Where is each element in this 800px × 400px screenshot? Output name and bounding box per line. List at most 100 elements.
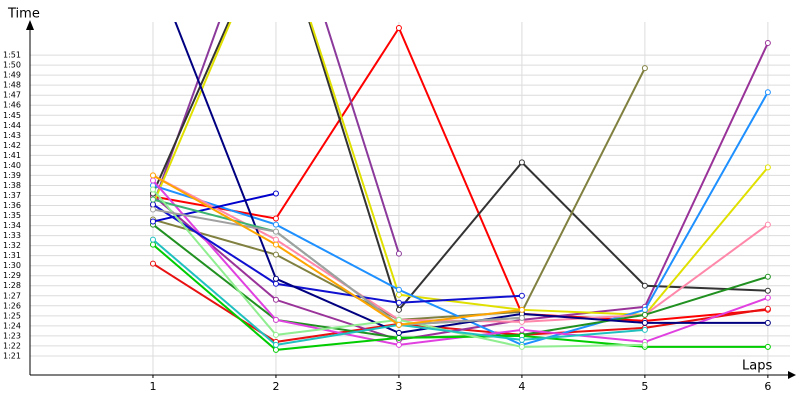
data-point (764, 294, 771, 301)
data-point (518, 306, 525, 313)
data-point (272, 190, 279, 197)
y-tick-label: 1:26 (3, 301, 21, 310)
data-point (272, 236, 279, 243)
y-tick-label: 1:34 (3, 221, 21, 230)
data-point (395, 334, 402, 341)
y-tick-label: 1:38 (3, 181, 21, 190)
y-tick-label: 1:42 (3, 141, 21, 150)
y-axis-label: Time (7, 7, 40, 22)
y-tick-label: 1:50 (3, 61, 21, 70)
data-point (149, 201, 156, 208)
series-line (152, 22, 769, 316)
data-point (272, 251, 279, 258)
data-point (641, 311, 648, 318)
y-axis-arrow (26, 20, 34, 30)
data-point (764, 343, 771, 350)
x-tick-label: 2 (272, 380, 279, 393)
y-tick-label: 1:29 (3, 271, 21, 280)
y-tick-label: 1:47 (3, 91, 21, 100)
y-tick-label: 1:28 (3, 281, 21, 290)
y-tick-label: 1:32 (3, 241, 21, 250)
data-point (518, 343, 525, 350)
data-point (272, 241, 279, 248)
data-point (641, 282, 648, 289)
y-tick-label: 1:23 (3, 331, 21, 340)
y-tick-label: 1:41 (3, 151, 21, 160)
data-point (395, 329, 402, 336)
series-line (152, 208, 522, 326)
y-tick-label: 1:51 (3, 51, 21, 60)
data-point (272, 280, 279, 287)
data-point (764, 287, 771, 294)
x-axis-label: Laps (742, 359, 772, 374)
y-tick-label: 1:39 (3, 171, 21, 180)
data-point (149, 206, 156, 213)
data-point (641, 319, 648, 326)
y-tick-label: 1:40 (3, 161, 21, 170)
series-line (152, 25, 768, 322)
data-point (272, 215, 279, 222)
data-point (764, 89, 771, 96)
data-point (149, 218, 156, 225)
data-point (395, 316, 402, 323)
y-tick-label: 1:27 (3, 291, 21, 300)
data-point (395, 341, 402, 348)
y-tick-label: 1:35 (3, 211, 21, 220)
y-tick-label: 1:25 (3, 311, 21, 320)
series-line (152, 22, 768, 312)
x-tick-label: 1 (149, 380, 156, 393)
y-tick-label: 1:43 (3, 131, 21, 140)
series-line (152, 203, 522, 304)
data-point (641, 341, 648, 348)
x-tick-label: 4 (518, 380, 525, 393)
data-point (518, 326, 525, 333)
y-tick-label: 1:21 (3, 351, 21, 360)
data-point (149, 196, 156, 203)
data-point (518, 336, 525, 343)
data-point (272, 221, 279, 228)
data-point (395, 250, 402, 257)
y-tick-label: 1:37 (3, 191, 21, 200)
data-point (764, 40, 771, 47)
data-point (641, 65, 648, 72)
data-point (395, 299, 402, 306)
data-point (149, 177, 156, 184)
data-point (764, 305, 771, 312)
y-tick-label: 1:45 (3, 111, 21, 120)
y-tick-label: 1:48 (3, 81, 21, 90)
y-tick-label: 1:46 (3, 101, 21, 110)
data-point (764, 221, 771, 228)
data-point (518, 292, 525, 299)
data-point (149, 172, 156, 179)
series-line (152, 42, 769, 341)
data-point (149, 186, 156, 193)
data-point (272, 331, 279, 338)
data-point (641, 326, 648, 333)
series-line (152, 174, 523, 326)
y-tick-label: 1:24 (3, 321, 21, 330)
data-point (149, 241, 156, 248)
y-tick-label: 1:31 (3, 251, 21, 260)
y-tick-label: 1:30 (3, 261, 21, 270)
y-tick-label: 1:36 (3, 201, 21, 210)
data-point (272, 346, 279, 353)
data-point (272, 228, 279, 235)
data-point (149, 236, 156, 243)
x-tick-label: 3 (395, 380, 402, 393)
x-tick-label: 6 (764, 380, 771, 393)
data-point (272, 296, 279, 303)
data-point (641, 306, 648, 313)
data-point (764, 319, 771, 326)
data-point (518, 159, 525, 166)
data-point (149, 260, 156, 267)
series-line (152, 243, 768, 351)
data-point (395, 25, 402, 32)
data-point (764, 164, 771, 171)
data-point (395, 321, 402, 328)
data-point (764, 273, 771, 280)
y-tick-label: 1:49 (3, 71, 21, 80)
x-tick-label: 5 (641, 380, 648, 393)
y-tick-label: 1:22 (3, 341, 21, 350)
data-point (395, 306, 402, 313)
data-point (272, 341, 279, 348)
